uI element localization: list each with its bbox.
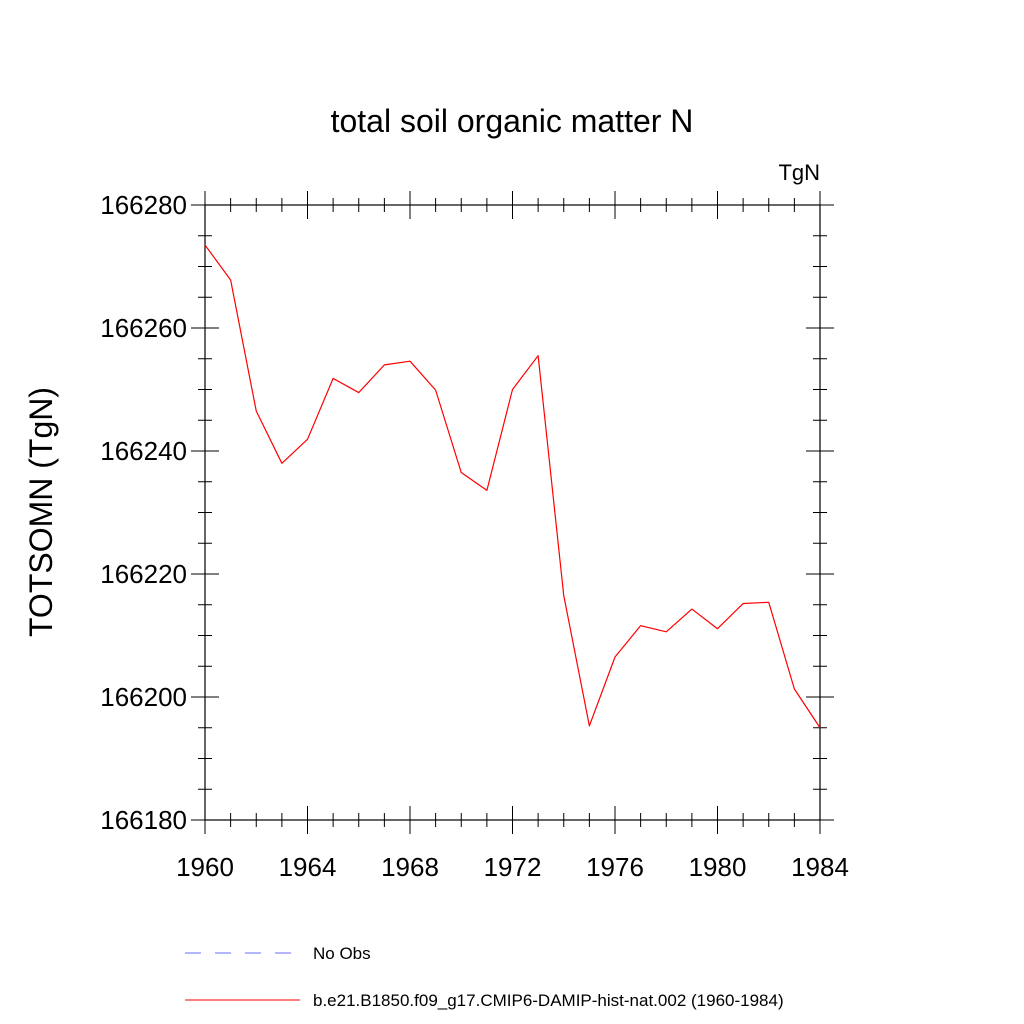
series-line bbox=[204, 244, 821, 729]
legend-label: b.e21.B1850.f09_g17.CMIP6-DAMIP-hist-nat… bbox=[313, 991, 784, 1010]
x-tick-label: 1968 bbox=[381, 852, 439, 882]
x-tick-label: 1972 bbox=[484, 852, 542, 882]
y-tick-label: 166260 bbox=[100, 313, 187, 343]
y-tick-label: 166200 bbox=[100, 682, 187, 712]
y-axis-label: TOTSOMN (TgN) bbox=[23, 387, 59, 637]
x-tick-label: 1976 bbox=[586, 852, 644, 882]
legend: No Obs b.e21.B1850.f09_g17.CMIP6-DAMIP-hi… bbox=[185, 944, 784, 1010]
x-tick-label: 1984 bbox=[791, 852, 849, 882]
units-label: TgN bbox=[778, 160, 820, 185]
y-tick-label: 166280 bbox=[100, 190, 187, 220]
y-tick-label: 166240 bbox=[100, 436, 187, 466]
y-tick-label: 166220 bbox=[100, 559, 187, 589]
plot-frame bbox=[204, 204, 821, 821]
x-tick-label: 1960 bbox=[176, 852, 234, 882]
x-tick-label: 1964 bbox=[279, 852, 337, 882]
legend-label: No Obs bbox=[313, 944, 371, 963]
x-tick-label: 1980 bbox=[689, 852, 747, 882]
plot-area: 166180 166200 166220 166240 166260 166280 1960… bbox=[100, 190, 849, 882]
chart-title: total soil organic matter N bbox=[331, 103, 694, 139]
y-tick-label: 166180 bbox=[100, 805, 187, 835]
